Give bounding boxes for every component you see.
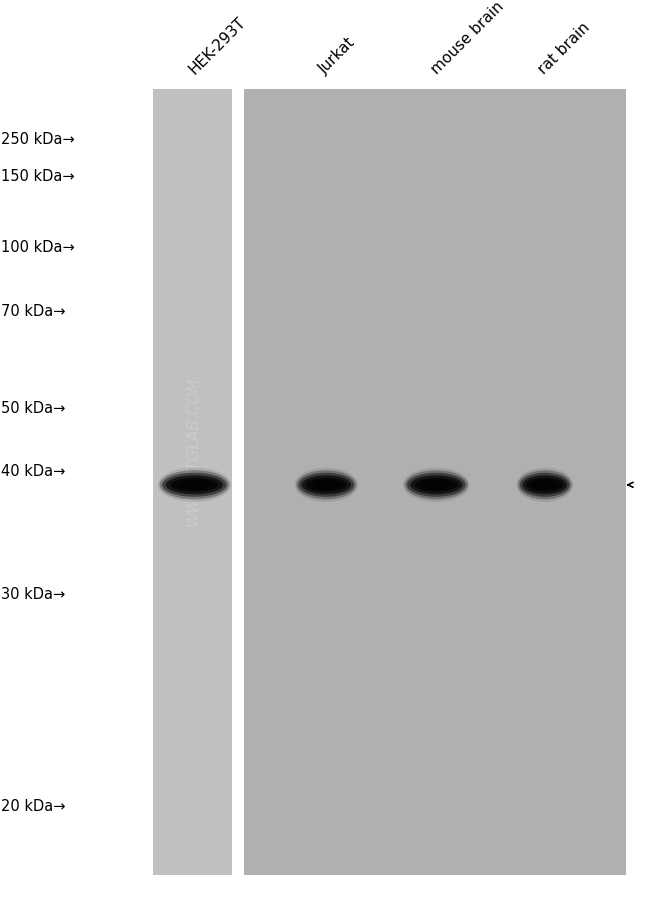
- Ellipse shape: [296, 471, 356, 500]
- Ellipse shape: [407, 474, 466, 497]
- Ellipse shape: [312, 481, 340, 490]
- Ellipse shape: [518, 471, 571, 500]
- Text: mouse brain: mouse brain: [429, 0, 507, 77]
- Text: HEK-293T: HEK-293T: [186, 14, 248, 77]
- Ellipse shape: [532, 481, 557, 490]
- Text: Jurkat: Jurkat: [316, 34, 358, 77]
- Ellipse shape: [414, 478, 458, 492]
- Text: 150 kDa→: 150 kDa→: [1, 169, 75, 183]
- Ellipse shape: [158, 468, 231, 502]
- Ellipse shape: [170, 478, 218, 492]
- Text: rat brain: rat brain: [535, 20, 593, 77]
- Text: 70 kDa→: 70 kDa→: [1, 304, 66, 318]
- Ellipse shape: [294, 468, 358, 502]
- Text: WWW.PTGLAB.COM: WWW.PTGLAB.COM: [186, 376, 200, 526]
- Text: 100 kDa→: 100 kDa→: [1, 240, 75, 254]
- Ellipse shape: [403, 468, 470, 502]
- Text: 250 kDa→: 250 kDa→: [1, 133, 75, 147]
- Text: 20 kDa→: 20 kDa→: [1, 798, 66, 813]
- Ellipse shape: [166, 476, 223, 494]
- Ellipse shape: [298, 474, 354, 497]
- Ellipse shape: [306, 478, 347, 492]
- Text: 40 kDa→: 40 kDa→: [1, 464, 66, 478]
- Ellipse shape: [520, 474, 569, 497]
- Ellipse shape: [410, 476, 462, 494]
- Ellipse shape: [302, 476, 351, 494]
- Ellipse shape: [178, 481, 211, 490]
- Bar: [244, 90, 626, 875]
- Ellipse shape: [517, 468, 573, 502]
- Text: 50 kDa→: 50 kDa→: [1, 400, 66, 415]
- Ellipse shape: [405, 471, 468, 500]
- Ellipse shape: [163, 474, 226, 497]
- Ellipse shape: [421, 481, 452, 490]
- Ellipse shape: [523, 476, 567, 494]
- Text: 30 kDa→: 30 kDa→: [1, 586, 65, 601]
- Ellipse shape: [160, 471, 229, 500]
- Ellipse shape: [526, 478, 563, 492]
- Bar: [153, 90, 232, 875]
